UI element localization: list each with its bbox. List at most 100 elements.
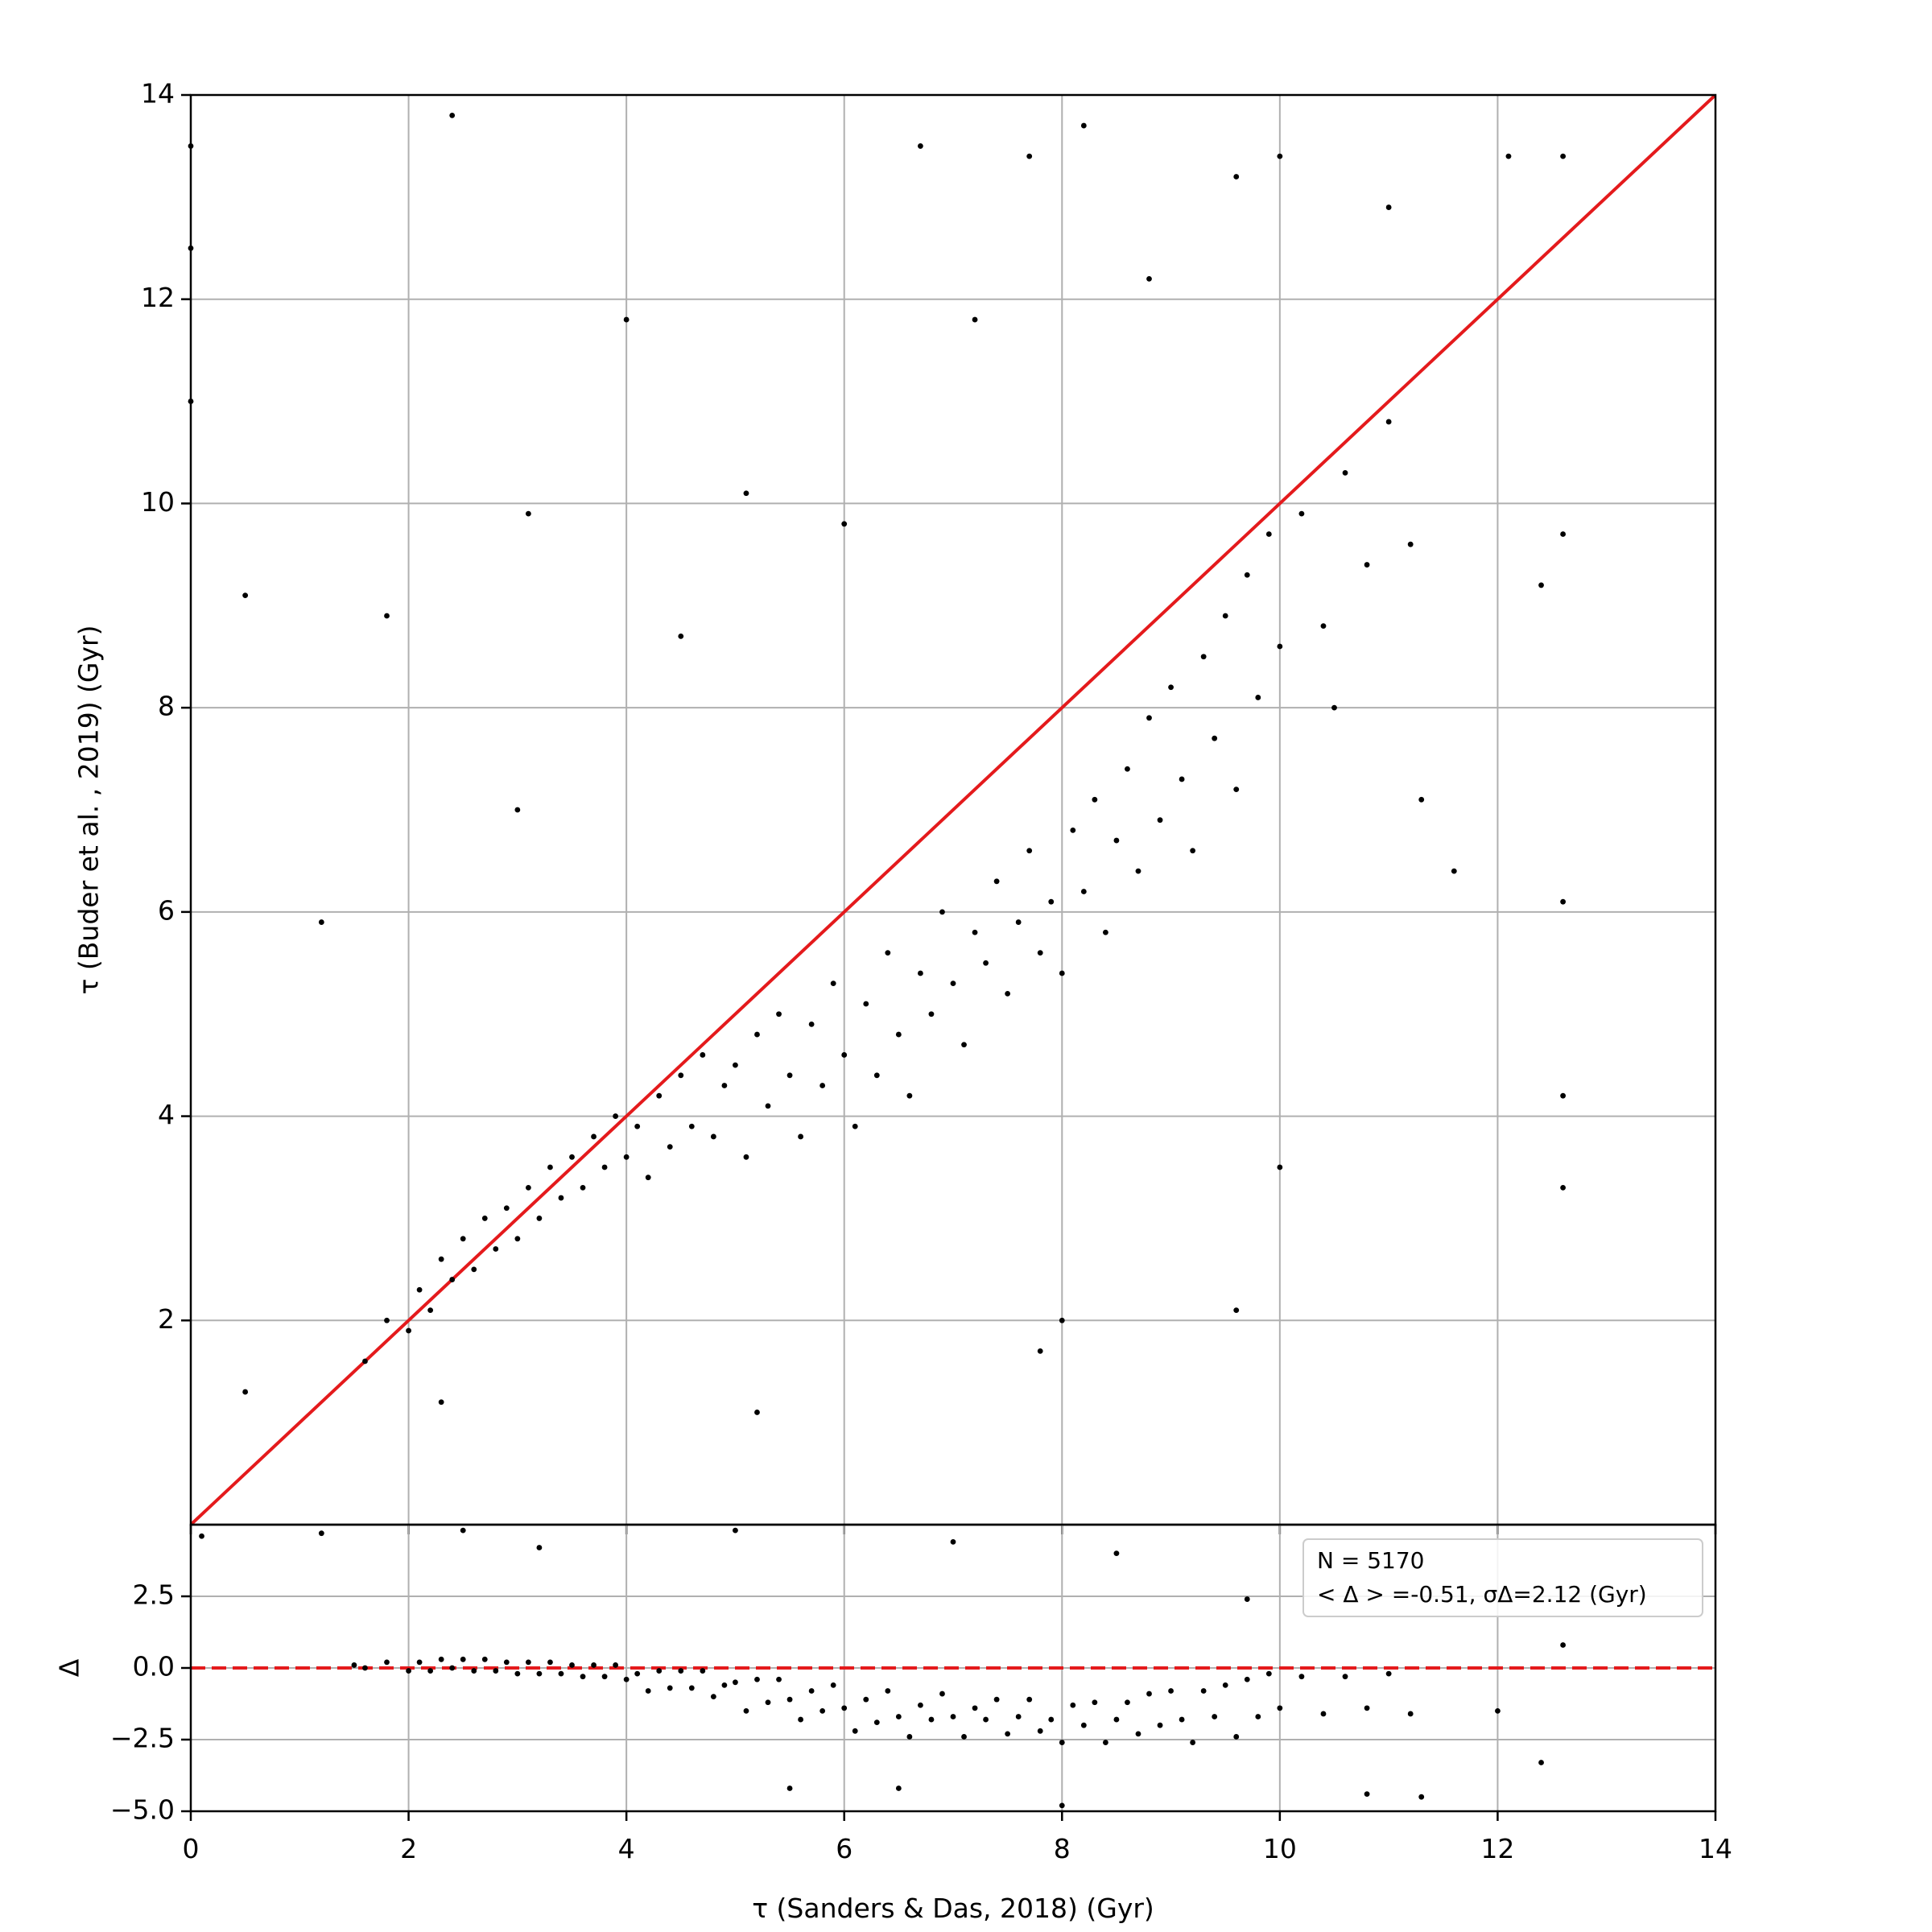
point <box>1505 153 1512 159</box>
point <box>481 1656 488 1662</box>
point <box>1135 868 1141 874</box>
point <box>384 613 390 619</box>
point <box>873 1719 880 1726</box>
point <box>1277 153 1283 159</box>
point <box>808 1688 815 1694</box>
point <box>1168 684 1174 691</box>
point <box>950 1714 956 1719</box>
point <box>1070 1702 1076 1708</box>
point <box>733 1527 738 1534</box>
point <box>950 1538 956 1545</box>
point <box>1298 510 1305 517</box>
point <box>503 1205 510 1212</box>
x-tick-label: 14 <box>1699 1833 1732 1864</box>
point <box>1244 1676 1250 1682</box>
point <box>786 1696 793 1703</box>
point <box>667 1685 673 1691</box>
point <box>591 1662 597 1668</box>
point <box>569 1662 575 1668</box>
x-tick-label: 8 <box>1054 1833 1071 1864</box>
point <box>199 1533 204 1539</box>
point <box>1560 1642 1566 1648</box>
point <box>645 1688 651 1694</box>
point <box>1342 1674 1348 1680</box>
point <box>1320 1711 1327 1717</box>
point <box>1113 1550 1120 1556</box>
point <box>983 1716 989 1723</box>
point <box>754 1031 760 1038</box>
point <box>1265 1670 1272 1677</box>
y-axis-label: τ (Buder et al. , 2019) (Gyr) <box>73 625 105 995</box>
point <box>623 316 630 323</box>
point <box>841 1705 848 1711</box>
point <box>873 1072 880 1079</box>
point <box>1255 1714 1261 1719</box>
point <box>1146 275 1152 282</box>
y-tick-label: 6 <box>158 894 175 926</box>
point <box>547 1659 553 1666</box>
point <box>1037 1348 1043 1354</box>
point <box>1265 531 1272 537</box>
point <box>514 1670 521 1677</box>
point <box>1418 1794 1425 1800</box>
point <box>710 1694 716 1700</box>
point <box>1385 204 1392 210</box>
point <box>765 1699 771 1706</box>
point <box>1015 1714 1022 1719</box>
point <box>721 1682 728 1688</box>
point <box>645 1174 651 1181</box>
point <box>993 1696 1000 1703</box>
point <box>1005 990 1011 997</box>
point <box>1059 1802 1065 1809</box>
point <box>1103 1740 1108 1745</box>
point <box>438 1399 444 1406</box>
point <box>362 1665 368 1671</box>
point <box>1059 1317 1065 1323</box>
point <box>471 1668 477 1674</box>
point <box>733 1679 738 1686</box>
y-tick-label: 10 <box>141 486 175 518</box>
point <box>993 878 1000 885</box>
point <box>1233 1307 1240 1313</box>
point <box>525 1184 531 1191</box>
point <box>613 1662 619 1668</box>
point <box>798 1133 803 1140</box>
point <box>1135 1731 1141 1737</box>
point <box>1190 848 1196 854</box>
point <box>449 1277 456 1282</box>
point <box>700 1668 706 1674</box>
point <box>601 1674 608 1680</box>
point <box>1080 889 1087 894</box>
point <box>1026 848 1033 854</box>
point <box>1298 1674 1305 1680</box>
y-tick-label: 2.5 <box>133 1579 175 1611</box>
point <box>776 1676 782 1682</box>
point <box>460 1527 466 1534</box>
point <box>918 1702 923 1708</box>
point <box>318 919 324 925</box>
point <box>449 112 456 118</box>
point <box>416 1286 423 1293</box>
point <box>895 1031 902 1038</box>
point <box>1277 1164 1283 1170</box>
reference-line <box>191 95 1715 1525</box>
point <box>678 633 684 639</box>
point <box>514 1236 521 1242</box>
point <box>798 1716 803 1723</box>
point <box>1113 1716 1120 1723</box>
point <box>1277 643 1283 650</box>
point <box>1560 898 1566 905</box>
point <box>1233 174 1240 180</box>
point <box>1385 1670 1392 1677</box>
point <box>1059 1740 1065 1745</box>
point <box>351 1662 357 1668</box>
point <box>1560 531 1566 537</box>
point <box>852 1123 858 1129</box>
point <box>1125 1699 1130 1706</box>
point <box>384 1317 390 1323</box>
point <box>983 960 989 966</box>
x-tick-label: 0 <box>183 1833 200 1864</box>
point <box>939 1690 945 1697</box>
point <box>863 1001 869 1007</box>
point <box>1560 1184 1566 1191</box>
